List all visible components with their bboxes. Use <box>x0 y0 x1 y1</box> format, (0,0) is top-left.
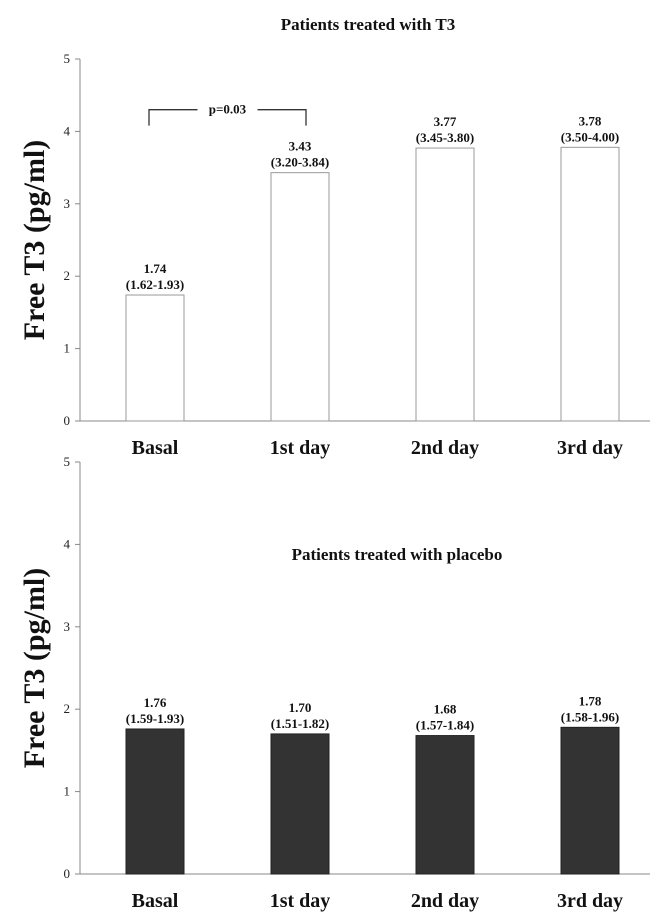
y-tick-label: 1 <box>64 341 71 356</box>
data-label-range: (1.57-1.84) <box>416 718 475 733</box>
bar <box>125 728 185 875</box>
y-axis-label: Free T3 (pg/ml) <box>18 140 51 341</box>
x-tick-label: 1st day <box>270 437 331 459</box>
data-label-range: (1.59-1.93) <box>126 711 185 726</box>
x-tick-label: Basal <box>132 437 179 459</box>
y-tick-label: 2 <box>64 701 71 716</box>
data-label-range: (1.51-1.82) <box>271 716 330 731</box>
data-label-value: 3.78 <box>579 113 602 128</box>
chart-t3: 0 1 2 3 4 5 Patients treated with T3 Free T3 (p… <box>18 15 650 459</box>
data-label-range: (1.62-1.93) <box>126 277 185 292</box>
data-label-value: 3.43 <box>289 139 312 154</box>
x-tick-label: 1st day <box>270 890 331 912</box>
x-tick-label: 2nd day <box>411 890 479 912</box>
y-tick-label: 5 <box>64 51 71 66</box>
x-tick-label: 3rd day <box>557 437 623 459</box>
significance-label: p=0.03 <box>209 102 247 117</box>
y-tick-label: 5 <box>64 454 71 469</box>
y-tick-label: 3 <box>64 196 71 211</box>
x-tick-label: 3rd day <box>557 890 623 912</box>
data-label-value: 1.70 <box>289 700 312 715</box>
chart-title: Patients treated with T3 <box>281 15 456 34</box>
bar <box>415 147 475 422</box>
data-label-value: 1.78 <box>579 693 602 708</box>
data-label-range: (3.45-3.80) <box>416 130 475 145</box>
y-tick-label: 2 <box>64 268 71 283</box>
y-axis-label: Free T3 (pg/ml) <box>18 568 51 769</box>
data-label-value: 1.74 <box>144 261 167 276</box>
y-tick-label: 4 <box>64 123 71 138</box>
data-label-value: 1.76 <box>144 695 167 710</box>
chart-placebo: 0 1 2 3 4 5 Patients treated with placebo Free … <box>18 454 650 912</box>
bar <box>415 735 475 875</box>
y-tick-label: 1 <box>64 784 71 799</box>
significance-bracket-right <box>257 109 307 126</box>
chart-title: Patients treated with placebo <box>292 545 503 564</box>
data-label-range: (3.20-3.84) <box>271 155 330 170</box>
bar <box>270 733 330 875</box>
bar <box>560 146 620 422</box>
y-tick-label: 0 <box>64 866 71 881</box>
bar <box>125 294 185 422</box>
bar <box>560 726 620 875</box>
data-label-value: 1.68 <box>434 702 457 717</box>
y-tick-label: 4 <box>64 536 71 551</box>
bar <box>270 172 330 422</box>
y-tick-label: 0 <box>64 413 71 428</box>
x-tick-label: Basal <box>132 890 179 912</box>
y-tick-label: 3 <box>64 619 71 634</box>
x-tick-label: 2nd day <box>411 437 479 459</box>
data-label-value: 3.77 <box>434 114 457 129</box>
data-label-range: (3.50-4.00) <box>561 129 620 144</box>
significance-bracket-left <box>148 109 198 126</box>
data-label-range: (1.58-1.96) <box>561 709 620 724</box>
